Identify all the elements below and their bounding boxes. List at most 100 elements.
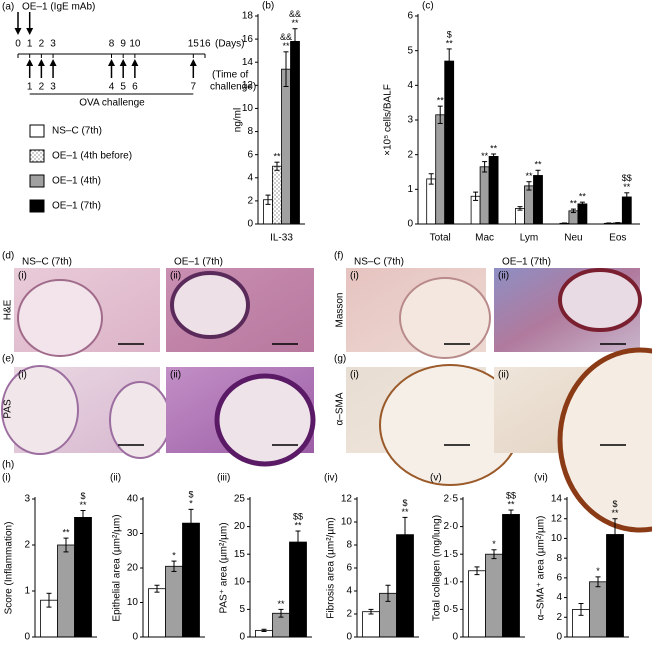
y-tick-label: 14 <box>242 57 254 68</box>
significance-label: ** <box>446 38 454 48</box>
day-label: 10 <box>129 39 141 50</box>
significance-label: * <box>172 550 176 560</box>
airway <box>399 277 491 359</box>
legend-swatch <box>29 174 45 188</box>
column-header: NS–C (7th) <box>22 257 72 268</box>
significance-label: ** <box>525 171 533 181</box>
significance-label: ** <box>273 152 281 162</box>
day-label: 0 <box>15 39 21 50</box>
bar <box>57 544 75 638</box>
significance-label: ** <box>534 160 542 170</box>
challenge-label: OVA challenge <box>79 98 145 109</box>
y-tick-label: 5 <box>239 604 245 615</box>
y-tick-label: 4 <box>556 592 562 603</box>
image-label: (i) <box>350 271 359 282</box>
significance-label: $ <box>612 499 617 509</box>
airway <box>557 347 652 533</box>
legend-label: NS–C (7th) <box>52 126 102 137</box>
airway <box>1 365 79 455</box>
axis-line <box>417 14 640 225</box>
legend-label: OE–1 (4th) <box>52 176 101 187</box>
legend-label: OE–1 (7th) <box>52 201 101 212</box>
y-tick-label: 0 <box>452 632 458 643</box>
y-axis-label: Fibrosis area (µm²/µm) <box>326 517 337 619</box>
panel-label: (h) <box>2 460 14 471</box>
challenge-number: 3 <box>50 82 56 93</box>
image-label: (ii) <box>498 271 509 282</box>
day-label: 9 <box>120 39 126 50</box>
image-label: (i) <box>18 271 27 282</box>
y-tick-label: 2 <box>24 540 30 551</box>
y-tick-label: 1·0 <box>444 576 459 587</box>
day-label: 8 <box>109 39 115 50</box>
days-unit: (Days) <box>215 39 244 50</box>
bar <box>479 166 490 225</box>
arrow-head <box>189 59 197 66</box>
arrow-head <box>131 59 139 66</box>
panel-label: (e) <box>2 354 14 365</box>
panel-label: (a) <box>2 2 14 13</box>
y-tick-label: 0 <box>239 632 245 643</box>
panel-label: (i) <box>2 473 11 484</box>
significance-label: $ <box>402 498 407 508</box>
challenge-note: (Time of <box>212 70 249 81</box>
y-axis-label: ×10⁵ cells/BALF <box>383 84 394 156</box>
y-axis-label: Total collagen (mg/lung) <box>432 515 443 621</box>
bar <box>362 611 380 638</box>
bar <box>502 514 520 638</box>
y-tick-label: 10 <box>127 597 139 608</box>
axis-line <box>566 497 629 638</box>
significance-label: ** <box>79 500 87 510</box>
y-tick-label: 2 <box>247 196 253 207</box>
arrow-head <box>49 59 57 66</box>
axis-line <box>257 14 305 225</box>
legend-swatch <box>29 149 45 163</box>
y-tick-label: 18 <box>242 11 254 22</box>
bar <box>272 165 282 225</box>
column-header: OE–1 (7th) <box>174 257 223 268</box>
y-tick-label: 14 <box>551 494 563 505</box>
significance-label: $ <box>80 491 85 501</box>
significance-label: ** <box>291 18 299 28</box>
bar <box>485 553 503 638</box>
image-label: (ii) <box>170 271 181 282</box>
challenge-number: 1 <box>27 82 33 93</box>
bar <box>290 41 300 225</box>
significance-label: ** <box>294 520 302 530</box>
significance-label: * <box>492 539 496 549</box>
panel-label: (b) <box>262 1 274 12</box>
y-tick-label: 2 <box>556 612 562 623</box>
y-tick-label: 10 <box>551 533 563 544</box>
y-tick-label: 8 <box>247 126 253 137</box>
y-tick-label: 6 <box>556 572 562 583</box>
panel-label: (d) <box>2 251 14 262</box>
x-tick-label: Neu <box>564 233 582 244</box>
y-axis-label: Score (Inflammation) <box>4 522 15 615</box>
bar <box>165 565 183 638</box>
y-tick-label: 16 <box>242 34 254 45</box>
y-tick-label: 0 <box>132 632 138 643</box>
y-tick-label: 0 <box>24 632 30 643</box>
arrow-head <box>26 28 34 35</box>
y-axis-label: PAS⁺ area (µm²/µm) <box>219 522 230 613</box>
y-tick-label: 12 <box>551 513 563 524</box>
bar <box>426 178 437 225</box>
panel-label: (f) <box>334 251 343 262</box>
y-tick-label: 4 <box>247 172 253 183</box>
axis-line <box>142 497 205 638</box>
image-label: (ii) <box>498 370 509 381</box>
y-tick-label: 12 <box>242 80 254 91</box>
day-label: 3 <box>50 39 56 50</box>
x-tick-label: Lym <box>520 233 539 244</box>
y-tick-label: 25 <box>234 494 246 505</box>
bar <box>182 522 200 638</box>
challenge-number: 7 <box>191 82 197 93</box>
bar <box>515 207 525 225</box>
y-tick-label: 12 <box>341 494 353 505</box>
day-label: 2 <box>39 39 45 50</box>
axis-line <box>356 497 419 638</box>
y-tick-label: 3 <box>407 115 413 126</box>
significance-label: * <box>596 566 600 576</box>
y-tick-label: 2 <box>346 609 352 620</box>
